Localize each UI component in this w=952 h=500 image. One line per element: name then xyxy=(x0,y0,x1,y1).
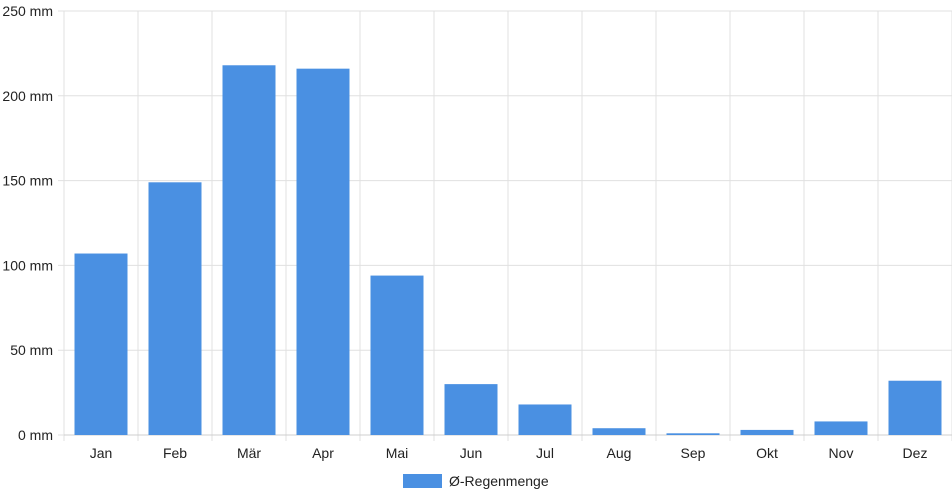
legend-swatch xyxy=(403,474,442,488)
bars xyxy=(74,65,942,435)
bar-Mär[interactable] xyxy=(222,65,276,435)
x-tick-label: Jun xyxy=(460,445,483,461)
x-tick-label: Apr xyxy=(312,445,334,461)
bar-Apr[interactable] xyxy=(296,68,350,435)
y-tick-label: 150 mm xyxy=(2,173,53,189)
grid-lines xyxy=(58,10,952,441)
bar-Jul[interactable] xyxy=(518,404,572,435)
bar-Feb[interactable] xyxy=(148,182,202,435)
bar-Jun[interactable] xyxy=(444,384,498,435)
legend-label: Ø-Regenmenge xyxy=(449,473,549,489)
x-tick-label: Okt xyxy=(756,445,778,461)
x-tick-label: Feb xyxy=(163,445,187,461)
x-tick-label: Nov xyxy=(829,445,854,461)
bar-Jan[interactable] xyxy=(74,253,128,435)
y-tick-label: 100 mm xyxy=(2,257,53,273)
x-tick-label: Dez xyxy=(903,445,928,461)
x-axis-ticks: Jan Feb Mär Apr Mai Jun Jul Aug Sep Okt Nov Dez xyxy=(90,445,928,461)
bar-Sep[interactable] xyxy=(666,433,720,435)
x-tick-label: Jul xyxy=(536,445,554,461)
y-tick-label: 250 mm xyxy=(2,3,53,19)
x-tick-label: Jan xyxy=(90,445,113,461)
bar-Mai[interactable] xyxy=(370,275,424,435)
bar-Aug[interactable] xyxy=(592,428,646,435)
x-tick-label: Mär xyxy=(237,445,261,461)
x-tick-label: Sep xyxy=(681,445,706,461)
bar-Dez[interactable] xyxy=(888,380,942,435)
y-tick-label: 200 mm xyxy=(2,88,53,104)
legend[interactable]: Ø-Regenmenge xyxy=(403,473,549,489)
bar-Okt[interactable] xyxy=(740,429,794,435)
y-axis-ticks: 0 mm 50 mm 100 mm 150 mm 200 mm 250 mm xyxy=(2,3,53,443)
y-tick-label: 50 mm xyxy=(10,342,53,358)
y-tick-label: 0 mm xyxy=(18,427,53,443)
bar-Nov[interactable] xyxy=(814,421,868,435)
x-tick-label: Mai xyxy=(386,445,409,461)
x-tick-label: Aug xyxy=(607,445,632,461)
